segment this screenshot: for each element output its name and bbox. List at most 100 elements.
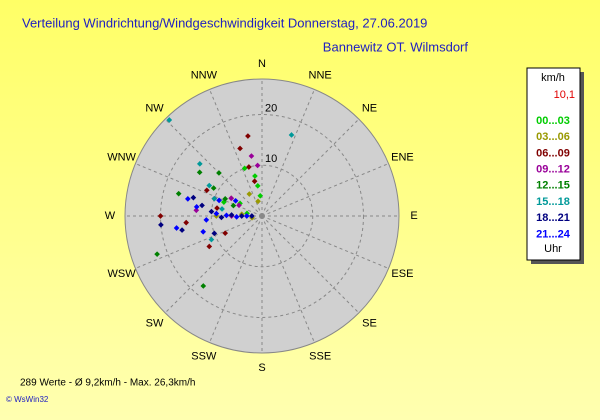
data-point: [251, 178, 258, 185]
data-point: [214, 205, 220, 211]
legend-label: 21...24: [536, 228, 571, 240]
data-point: [216, 197, 222, 204]
spoke: [261, 215, 389, 269]
data-point: [208, 236, 215, 243]
data-point: [158, 222, 164, 228]
data-point: [219, 206, 225, 212]
direction-label: S: [258, 362, 265, 374]
data-point: [211, 195, 218, 202]
legend: [526, 67, 581, 261]
data-point: [249, 213, 255, 219]
legend-label: 06...09: [536, 147, 570, 159]
data-point: [222, 196, 229, 202]
data-point: [255, 198, 261, 205]
spoke: [135, 163, 263, 217]
legend-label: 00...03: [536, 115, 570, 127]
radial-tick-label: 10: [265, 153, 277, 165]
spoke: [261, 163, 389, 217]
data-point: [248, 153, 255, 159]
data-point: [246, 191, 253, 197]
data-point: [199, 202, 205, 209]
direction-label: E: [410, 210, 417, 222]
legend-label: 09...12: [536, 164, 570, 176]
direction-label: SSW: [191, 350, 217, 362]
data-point: [243, 213, 250, 219]
data-point: [210, 185, 217, 191]
legend-label: 03...06: [536, 131, 570, 143]
spoke: [164, 118, 263, 217]
data-point: [185, 196, 191, 202]
summary: 289 Werte - Ø 9,2km/h - Max. 26,3km/h: [20, 378, 195, 389]
data-point: [196, 160, 203, 167]
data-point: [166, 117, 173, 123]
data-point: [200, 283, 207, 289]
chart-title: Verteilung Windrichtung/Windgeschwindigk…: [22, 15, 427, 30]
legend-label: 18...21: [536, 212, 570, 224]
data-point: [203, 187, 210, 194]
direction-label: NNE: [309, 69, 332, 81]
grid-ring: [210, 164, 314, 268]
data-point: [228, 195, 235, 202]
legend-label: 12...15: [536, 180, 570, 192]
legend-footer: Uhr: [544, 243, 562, 255]
data-point: [211, 230, 218, 237]
data-point: [203, 217, 210, 223]
direction-label: WNW: [107, 152, 136, 164]
direction-label: NW: [145, 102, 164, 114]
data-point: [200, 228, 207, 235]
chart-subtitle: Bannewitz OT. Wilmsdorf: [323, 39, 469, 54]
data-point: [228, 212, 235, 218]
data-point: [206, 182, 213, 189]
spoke: [209, 215, 263, 343]
data-point: [237, 145, 243, 152]
direction-label: SW: [146, 317, 164, 329]
spoke: [261, 89, 315, 217]
data-point: [257, 192, 264, 199]
data-point: [183, 219, 190, 226]
data-point: [223, 212, 230, 219]
direction-label: SE: [362, 317, 377, 329]
data-point: [175, 190, 182, 197]
data-point: [233, 214, 240, 220]
spoke: [261, 215, 360, 314]
direction-label: ENE: [391, 152, 414, 164]
data-point: [193, 203, 200, 210]
data-point: [190, 194, 197, 201]
data-point: [208, 208, 215, 215]
data-point: [206, 243, 213, 250]
data-point: [179, 227, 185, 233]
legend-value: 10,1: [554, 89, 575, 101]
direction-label: WSW: [108, 268, 137, 280]
data-point: [193, 207, 200, 214]
spoke: [209, 89, 263, 217]
spoke: [261, 118, 360, 217]
data-point: [245, 133, 251, 139]
legend-label: 15...18: [536, 196, 570, 208]
data-point: [241, 165, 248, 172]
data-point: [196, 169, 203, 176]
data-point: [216, 170, 222, 176]
data-point: [213, 210, 220, 217]
data-point: [252, 173, 258, 179]
legend-title: km/h: [541, 72, 565, 84]
direction-label: NNW: [191, 69, 218, 81]
direction-label: ESE: [391, 268, 413, 280]
data-point: [157, 213, 164, 219]
data-point: [173, 225, 180, 231]
data-point: [288, 132, 295, 138]
direction-label: N: [258, 58, 266, 70]
data-point: [236, 202, 242, 209]
spoke: [164, 215, 263, 314]
direction-label: NE: [362, 102, 377, 114]
data-point: [218, 214, 225, 221]
spoke: [261, 215, 315, 343]
direction-label: W: [105, 210, 116, 222]
data-point: [238, 213, 245, 219]
direction-label: SSE: [309, 350, 331, 362]
credit: © WsWin32: [6, 395, 49, 404]
data-point: [222, 230, 229, 236]
radial-tick-label: 20: [265, 102, 277, 114]
spoke: [135, 215, 263, 269]
data-point: [246, 164, 252, 170]
